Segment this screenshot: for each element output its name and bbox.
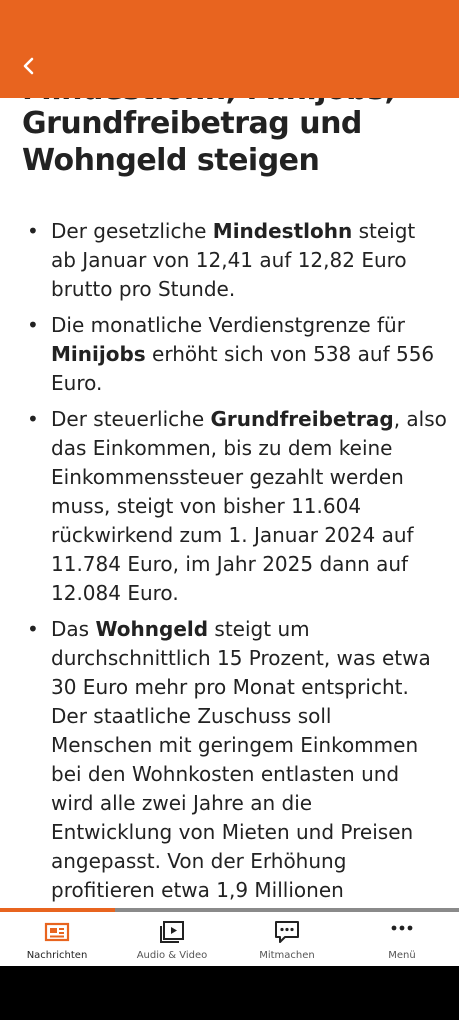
text-segment: Menschen mit geringem Einkommen	[51, 733, 419, 757]
text-segment: steigt	[352, 219, 416, 243]
news-icon	[44, 922, 70, 942]
tab-label: Nachrichten	[26, 950, 88, 961]
text-segment: Die monatliche Verdienstgrenze für	[51, 313, 405, 337]
bullet-list: • Der gesetzliche Mindestlohn steigt ab Ja…	[0, 217, 459, 908]
text-segment: muss, steigt von bisher 11.604	[51, 494, 362, 518]
text-segment: das Einkommen, bis zu dem keine	[51, 436, 393, 460]
text-line: wird alle zwei Jahre an die	[51, 789, 459, 818]
tab-label: Menü	[388, 950, 416, 961]
text-segment: 12.084 Euro.	[51, 581, 179, 605]
text-segment: ab Januar von 12,41 auf 12,82 Euro	[51, 248, 407, 272]
text-segment: 11.784 Euro, im Jahr 2025 dann auf	[51, 552, 409, 576]
text-line: Das Wohngeld steigt um	[51, 615, 459, 644]
text-line: Euro.	[51, 369, 459, 398]
article-content[interactable]: Mindestlohn, Minijobs, Grundfreibetrag u…	[0, 98, 459, 908]
text-segment: angepasst. Von der Erhöhung	[51, 849, 347, 873]
text-segment: brutto pro Stunde.	[51, 277, 236, 301]
text-line: profitieren etwa 1,9 Millionen	[51, 876, 459, 905]
text-line: das Einkommen, bis zu dem keine	[51, 434, 459, 463]
text-segment: , also	[393, 407, 447, 431]
list-item: • Der gesetzliche Mindestlohn steigt ab Ja…	[0, 217, 459, 304]
text-segment: durchschnittlich 15 Prozent, was etwa	[51, 646, 431, 670]
text-line: bei den Wohnkosten entlasten und	[51, 760, 459, 789]
bold-term: Mindestlohn	[212, 219, 353, 243]
text-segment: Entwicklung von Mieten und Preisen	[51, 820, 414, 844]
video-icon	[160, 921, 184, 943]
article-cut-heading: Mindestlohn, Minijobs,	[22, 98, 396, 107]
tab-label: Mitmachen	[259, 950, 315, 961]
text-line: Der steuerliche Grundfreibetrag, also	[51, 405, 459, 434]
text-segment: Das	[51, 617, 96, 641]
text-line: Der staatliche Zuschuss soll	[51, 702, 459, 731]
bullet-dot: •	[27, 313, 39, 337]
headline-line: Wohngeld steigen	[22, 143, 320, 178]
list-item: • Die monatliche Verdienstgrenze für Minij…	[0, 311, 459, 398]
text-line: 30 Euro mehr pro Monat entspricht.	[51, 673, 459, 702]
text-segment: Der staatliche Zuschuss soll	[51, 704, 332, 728]
text-segment: erhöht sich von 538 auf 556	[145, 342, 435, 366]
text-segment: 30 Euro mehr pro Monat entspricht.	[51, 675, 409, 699]
text-line: durchschnittlich 15 Prozent, was etwa	[51, 644, 459, 673]
bottom-tab-bar: Nachrichten Audio & Video Mitmachen	[0, 912, 459, 966]
back-button[interactable]	[14, 50, 44, 82]
text-segment: bei den Wohnkosten entlasten und	[51, 762, 400, 786]
list-item: • Der steuerliche Grundfreibetrag, also da…	[0, 405, 459, 608]
text-line: Einkommenssteuer gezahlt werden	[51, 463, 459, 492]
text-segment: steigt um	[208, 617, 310, 641]
screen: Mindestlohn, Minijobs, Grundfreibetrag u…	[0, 0, 459, 966]
text-line: muss, steigt von bisher 11.604	[51, 492, 459, 521]
tab-mitmachen[interactable]: Mitmachen	[230, 912, 344, 966]
headline-line: Grundfreibetrag und	[22, 106, 362, 141]
bold-term: Wohngeld	[95, 617, 209, 641]
reading-progress-bar	[0, 908, 459, 912]
text-segment: profitieren etwa 1,9 Millionen	[51, 878, 344, 902]
text-line: rückwirkend zum 1. Januar 2024 auf	[51, 521, 459, 550]
tab-menu[interactable]: Menü	[345, 912, 459, 966]
text-segment: Der gesetzliche	[51, 219, 213, 243]
text-segment: Euro.	[51, 371, 103, 395]
text-line: Minijobs erhöht sich von 538 auf 556	[51, 340, 459, 369]
article-headline: Grundfreibetrag und Wohngeld steigen	[22, 105, 442, 179]
text-line: Entwicklung von Mieten und Preisen	[51, 818, 459, 847]
reading-progress-fill	[0, 908, 115, 912]
text-line: 11.784 Euro, im Jahr 2025 dann auf	[51, 550, 459, 579]
bold-term: Grundfreibetrag	[210, 407, 394, 431]
text-line: angepasst. Von der Erhöhung	[51, 847, 459, 876]
header-bar	[0, 0, 459, 98]
text-segment: Einkommenssteuer gezahlt werden	[51, 465, 404, 489]
chat-icon	[275, 921, 299, 943]
text-segment: Der steuerliche	[51, 407, 211, 431]
bullet-dot: •	[27, 219, 39, 243]
chevron-left-icon	[23, 57, 34, 75]
tab-label: Audio & Video	[136, 950, 208, 961]
tab-nachrichten[interactable]: Nachrichten	[0, 912, 114, 966]
text-line: brutto pro Stunde.	[51, 275, 459, 304]
text-segment: wird alle zwei Jahre an die	[51, 791, 313, 815]
more-icon	[391, 925, 413, 931]
bullet-dot: •	[27, 617, 39, 641]
text-line: Menschen mit geringem Einkommen	[51, 731, 459, 760]
list-item: • Das Wohngeld steigt um durchschnittlich …	[0, 615, 459, 905]
text-segment: rückwirkend zum 1. Januar 2024 auf	[51, 523, 414, 547]
text-line: 12.084 Euro.	[51, 579, 459, 608]
text-line: Der gesetzliche Mindestlohn steigt	[51, 217, 459, 246]
text-line: ab Januar von 12,41 auf 12,82 Euro	[51, 246, 459, 275]
text-line: Die monatliche Verdienstgrenze für	[51, 311, 459, 340]
bold-term: Minijobs	[51, 342, 146, 366]
bullet-dot: •	[27, 407, 39, 431]
tab-audio-video[interactable]: Audio & Video	[115, 912, 229, 966]
